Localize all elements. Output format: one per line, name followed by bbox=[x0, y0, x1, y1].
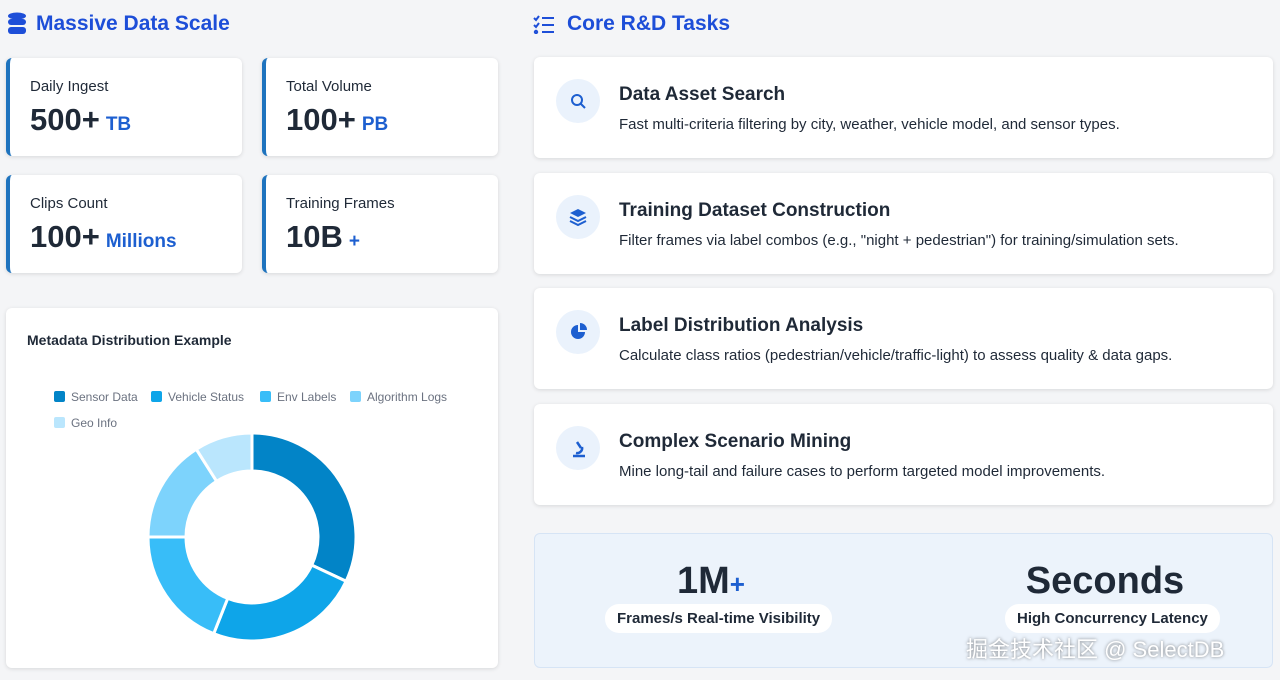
metric-label: Frames/s Real-time Visibility bbox=[605, 604, 833, 633]
task-icon bbox=[556, 194, 600, 239]
metric-label-wrap: Frames/s Real-time Visibility bbox=[605, 604, 833, 633]
donut-segment bbox=[146, 535, 230, 636]
stat-label: Training Frames bbox=[286, 195, 395, 212]
legend-label: Vehicle Status bbox=[168, 390, 244, 404]
task-description: Mine long-tail and failure cases to perf… bbox=[619, 463, 1106, 481]
task-card: Label Distribution Analysis Calculate cla… bbox=[534, 288, 1273, 390]
stat-label: Total Volume bbox=[286, 78, 372, 95]
metric-value: Seconds bbox=[1025, 560, 1185, 602]
legend-label: Algorithm Logs bbox=[367, 390, 447, 404]
donut-segment bbox=[211, 563, 349, 643]
task-description: Filter frames via label combos (e.g., "n… bbox=[619, 231, 1179, 249]
metric-label-wrap: High Concurrency Latency bbox=[1005, 604, 1220, 633]
donut-segment bbox=[250, 431, 358, 584]
metric-number: 1M bbox=[677, 560, 730, 602]
task-description: Calculate class ratios (pedestrian/vehic… bbox=[619, 347, 1173, 365]
legend-label: Sensor Data bbox=[71, 390, 138, 404]
legend-swatch bbox=[350, 391, 361, 402]
task-card: Data Asset Search Fast multi-criteria fil… bbox=[534, 57, 1273, 158]
donut-chart: Sensor Data Vehicle Status Env Labels Algor… bbox=[54, 390, 447, 643]
chart-card: Metadata Distribution Example Sensor Dat… bbox=[6, 308, 498, 668]
stat-number: 100+ bbox=[286, 102, 356, 137]
stat-unit: TB bbox=[105, 114, 132, 135]
donut-segment bbox=[194, 431, 254, 484]
list-icon bbox=[533, 15, 554, 34]
section-title: Core R&D Tasks bbox=[567, 12, 730, 35]
icon-glyph bbox=[571, 94, 586, 109]
stat-value: 500+ TB bbox=[30, 102, 131, 138]
task-title: Complex Scenario Mining bbox=[619, 431, 852, 453]
stat-number: 10B bbox=[286, 219, 343, 254]
task-icon bbox=[556, 426, 600, 471]
stat-unit: Millions bbox=[105, 231, 177, 252]
task-title: Data Asset Search bbox=[619, 84, 786, 105]
icon-glyph bbox=[569, 208, 587, 226]
stat-card: Training Frames 10B + bbox=[262, 175, 498, 273]
legend-swatch bbox=[151, 391, 162, 402]
metric-value: 1M+ bbox=[561, 560, 861, 603]
task-title: Training Dataset Construction bbox=[619, 199, 891, 221]
watermark: 掘金技术社区 @ SelectDB bbox=[966, 637, 1225, 662]
task-card: Complex Scenario Mining Mine long-tail an… bbox=[534, 404, 1273, 506]
stat-unit: + bbox=[348, 231, 360, 252]
stat-value: 100+ Millions bbox=[30, 219, 177, 255]
metrics-panel: 1M+ Frames/s Real-time Visibility Second… bbox=[534, 533, 1273, 668]
task-icon bbox=[556, 310, 600, 355]
stat-value: 100+ PB bbox=[286, 102, 388, 138]
stat-card: Total Volume 100+ PB bbox=[262, 58, 498, 156]
stat-number: 100+ bbox=[30, 219, 100, 254]
stat-value: 10B + bbox=[286, 219, 360, 255]
icon-glyph bbox=[573, 441, 585, 458]
legend-swatch bbox=[54, 417, 65, 428]
legend-swatch bbox=[54, 391, 65, 402]
metric-suffix: + bbox=[729, 569, 745, 599]
chart-title: Metadata Distribution Example bbox=[27, 332, 232, 348]
db-icon bbox=[8, 12, 26, 34]
task-description: Fast multi-criteria filtering by city, w… bbox=[619, 116, 1120, 133]
stat-unit: PB bbox=[361, 114, 389, 135]
metric-label: High Concurrency Latency bbox=[1005, 604, 1220, 633]
section-title: Massive Data Scale bbox=[36, 12, 230, 35]
task-card: Training Dataset Construction Filter fram… bbox=[534, 172, 1273, 274]
legend-label: Env Labels bbox=[277, 390, 336, 404]
legend-label: Geo Info bbox=[71, 416, 117, 430]
stat-label: Clips Count bbox=[30, 195, 108, 212]
stat-number: 500+ bbox=[30, 102, 100, 137]
stat-label: Daily Ingest bbox=[30, 78, 109, 95]
icon-glyph bbox=[571, 323, 587, 340]
task-icon bbox=[556, 79, 600, 123]
task-title: Label Distribution Analysis bbox=[619, 315, 864, 337]
stat-card: Daily Ingest 500+ TB bbox=[6, 58, 242, 156]
stat-card: Clips Count 100+ Millions bbox=[6, 175, 242, 273]
legend-swatch bbox=[260, 391, 271, 402]
